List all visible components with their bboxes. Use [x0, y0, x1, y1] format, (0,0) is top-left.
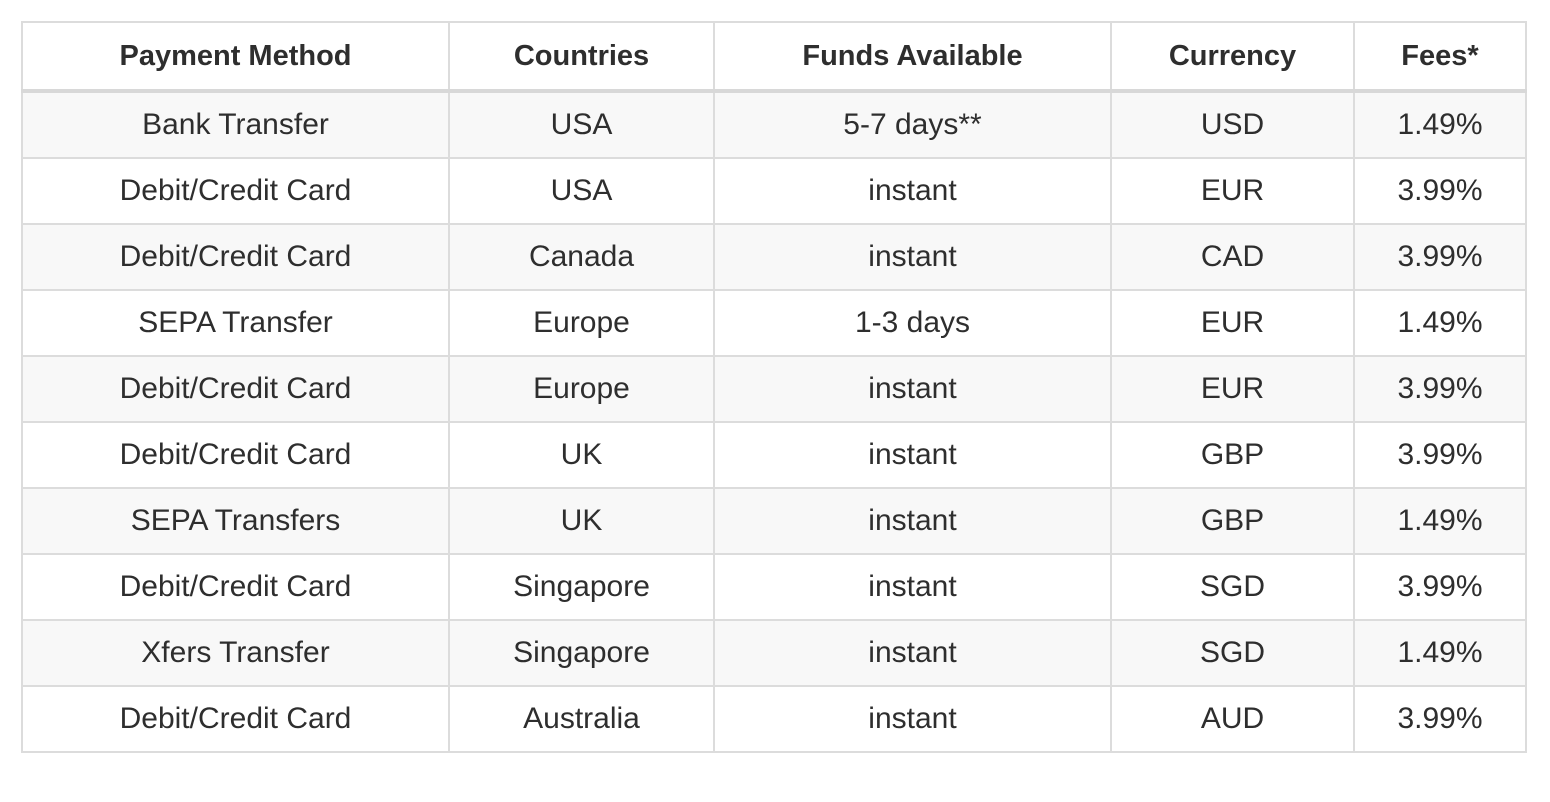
cell-currency: USD [1110, 90, 1355, 159]
table-row: Debit/Credit Card Canada instant CAD 3.9… [21, 223, 1527, 291]
header-payment-method: Payment Method [21, 21, 450, 93]
cell-currency: AUD [1110, 685, 1355, 753]
cell-currency: SGD [1110, 553, 1355, 621]
cell-funds-available: instant [713, 355, 1112, 423]
header-row: Payment Method Countries Funds Available… [21, 21, 1527, 93]
cell-fees: 3.99% [1353, 355, 1527, 423]
cell-country: Europe [448, 355, 715, 423]
cell-funds-available: instant [713, 223, 1112, 291]
header-fees: Fees* [1353, 21, 1527, 93]
payment-methods-table: Payment Method Countries Funds Available… [21, 21, 1527, 753]
table-header: Payment Method Countries Funds Available… [21, 21, 1527, 93]
cell-currency: GBP [1110, 421, 1355, 489]
cell-fees: 3.99% [1353, 421, 1527, 489]
cell-payment-method: Debit/Credit Card [21, 223, 450, 291]
cell-payment-method: Debit/Credit Card [21, 685, 450, 753]
header-countries: Countries [448, 21, 715, 93]
payment-methods-table-container: Payment Method Countries Funds Available… [21, 21, 1527, 753]
cell-payment-method: Xfers Transfer [21, 619, 450, 687]
cell-funds-available: 1-3 days [713, 289, 1112, 357]
cell-funds-available: instant [713, 487, 1112, 555]
cell-payment-method: SEPA Transfers [21, 487, 450, 555]
cell-payment-method: Bank Transfer [21, 90, 450, 159]
cell-country: UK [448, 487, 715, 555]
cell-fees: 3.99% [1353, 685, 1527, 753]
cell-country: Canada [448, 223, 715, 291]
table-row: Bank Transfer USA 5-7 days** USD 1.49% [21, 90, 1527, 159]
cell-payment-method: SEPA Transfer [21, 289, 450, 357]
cell-country: USA [448, 157, 715, 225]
cell-currency: EUR [1110, 289, 1355, 357]
cell-currency: SGD [1110, 619, 1355, 687]
cell-funds-available: instant [713, 685, 1112, 753]
cell-currency: CAD [1110, 223, 1355, 291]
cell-funds-available: instant [713, 157, 1112, 225]
cell-funds-available: 5-7 days** [713, 90, 1112, 159]
cell-country: Australia [448, 685, 715, 753]
table-row: Xfers Transfer Singapore instant SGD 1.4… [21, 619, 1527, 687]
cell-currency: EUR [1110, 157, 1355, 225]
cell-payment-method: Debit/Credit Card [21, 553, 450, 621]
table-body: Bank Transfer USA 5-7 days** USD 1.49% D… [21, 90, 1527, 753]
table-row: SEPA Transfers UK instant GBP 1.49% [21, 487, 1527, 555]
table-row: Debit/Credit Card Singapore instant SGD … [21, 553, 1527, 621]
table-row: Debit/Credit Card Europe instant EUR 3.9… [21, 355, 1527, 423]
cell-country: Singapore [448, 619, 715, 687]
header-funds-available: Funds Available [713, 21, 1112, 93]
cell-funds-available: instant [713, 421, 1112, 489]
cell-fees: 3.99% [1353, 157, 1527, 225]
table-row: Debit/Credit Card USA instant EUR 3.99% [21, 157, 1527, 225]
cell-fees: 3.99% [1353, 553, 1527, 621]
cell-payment-method: Debit/Credit Card [21, 355, 450, 423]
cell-payment-method: Debit/Credit Card [21, 157, 450, 225]
cell-fees: 1.49% [1353, 90, 1527, 159]
cell-country: Europe [448, 289, 715, 357]
cell-fees: 1.49% [1353, 619, 1527, 687]
cell-payment-method: Debit/Credit Card [21, 421, 450, 489]
cell-currency: GBP [1110, 487, 1355, 555]
cell-country: Singapore [448, 553, 715, 621]
cell-country: USA [448, 90, 715, 159]
cell-country: UK [448, 421, 715, 489]
table-row: Debit/Credit Card UK instant GBP 3.99% [21, 421, 1527, 489]
cell-funds-available: instant [713, 619, 1112, 687]
header-currency: Currency [1110, 21, 1355, 93]
cell-currency: EUR [1110, 355, 1355, 423]
cell-fees: 1.49% [1353, 289, 1527, 357]
cell-fees: 1.49% [1353, 487, 1527, 555]
cell-funds-available: instant [713, 553, 1112, 621]
table-row: SEPA Transfer Europe 1-3 days EUR 1.49% [21, 289, 1527, 357]
table-row: Debit/Credit Card Australia instant AUD … [21, 685, 1527, 753]
cell-fees: 3.99% [1353, 223, 1527, 291]
